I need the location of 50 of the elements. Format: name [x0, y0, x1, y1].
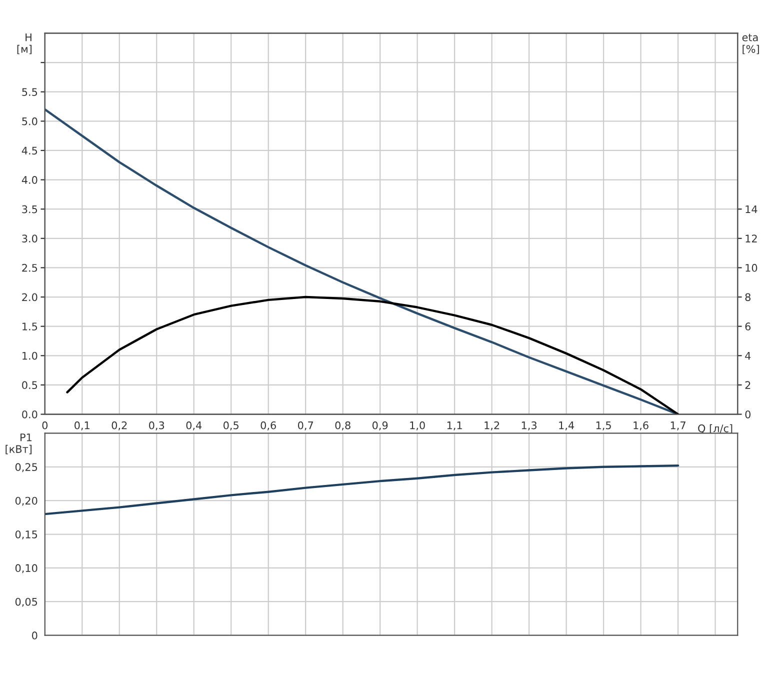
y-tick-label: 2.0 [22, 293, 38, 302]
y2-tick-label: 2 [745, 381, 750, 389]
y-tick-label: 0,20 [15, 496, 38, 506]
x-tick-label: 1,0 [410, 421, 425, 430]
x-tick-label: 1,2 [484, 421, 500, 430]
x-tick-label: 0 [42, 421, 48, 430]
x-tick-label: 1,4 [559, 422, 574, 430]
y2-tick-label: 10 [746, 264, 758, 272]
y-tick-label: 5.0 [22, 117, 38, 126]
y-tick-label: 4.0 [22, 176, 38, 184]
x-tick-label: 0,8 [335, 421, 350, 430]
y-tick-label: 0.0 [22, 410, 38, 418]
y2-tick-label: 12 [746, 234, 757, 242]
x-tick-label: 0,4 [186, 421, 202, 430]
x-tick-label: 0,7 [298, 421, 313, 430]
x-tick-label: 1,3 [522, 421, 537, 430]
x-tick-label: 1,5 [596, 422, 611, 430]
y-tick-label: 1.0 [22, 352, 38, 360]
y2-tick-label: 6 [745, 322, 751, 330]
y-axis-title: P1 [кВт] [6, 434, 32, 454]
x-tick-label: 1,7 [670, 422, 686, 430]
y2-axis-title: eta [%] [742, 34, 759, 54]
y2-tick-label: 8 [745, 293, 750, 302]
x-tick-label: 0,9 [372, 421, 388, 430]
y2-tick-label: 4 [745, 352, 751, 360]
y-tick-label: 3.5 [22, 205, 38, 214]
x-tick-label: 0,6 [260, 421, 276, 430]
x-tick-label: 1,6 [634, 421, 648, 430]
x-tick-label: 0,1 [74, 421, 90, 430]
y-tick-label: 1.5 [22, 322, 38, 330]
x-tick-label: 0,5 [224, 421, 238, 430]
y-tick-label: 0,05 [15, 598, 38, 607]
y-tick-label: 2.5 [22, 264, 38, 272]
line-series [66, 296, 680, 414]
x-axis-title: Q [л/с] [698, 424, 732, 434]
y-tick-label: 0.5 [22, 381, 38, 390]
y-tick-label: 3.0 [22, 234, 38, 242]
y-axis-title: H [м] [17, 34, 32, 54]
line-series [44, 464, 680, 516]
y2-tick-label: 14 [746, 205, 758, 214]
y-tick-label: 5.5 [22, 88, 38, 96]
y-tick-label: 0 [32, 632, 38, 640]
y-tick-label: 0,25 [15, 463, 38, 472]
y-tick-label: 0,10 [15, 564, 38, 574]
y2-tick-label: 0 [745, 410, 750, 418]
y-tick-label: 0,15 [15, 530, 38, 540]
y-tick-label: 4.5 [22, 146, 38, 155]
x-tick-label: 0,2 [112, 421, 127, 430]
x-tick-label: 0,3 [149, 421, 164, 430]
x-tick-label: 1,1 [447, 422, 462, 430]
